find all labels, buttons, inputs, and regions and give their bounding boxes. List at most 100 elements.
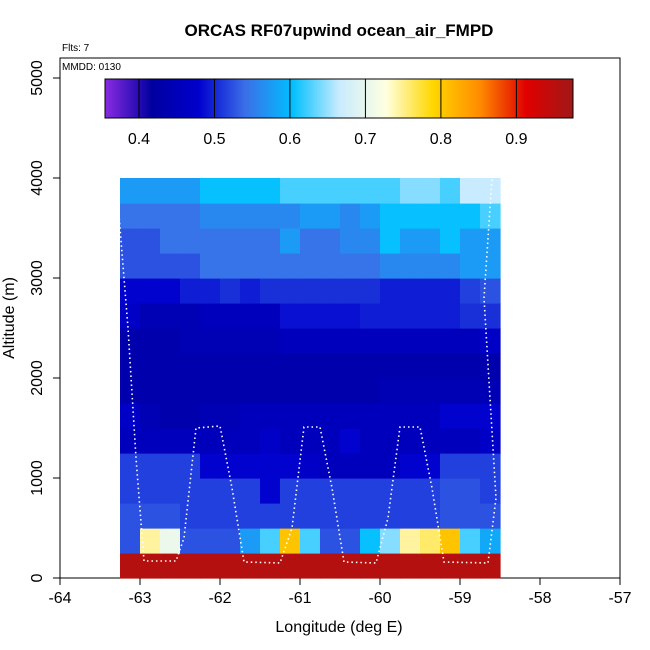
heatmap-cell (440, 503, 461, 529)
heatmap-cell (420, 353, 441, 379)
heatmap-cell (400, 203, 421, 229)
heatmap-cell (460, 228, 481, 254)
heatmap-cell (360, 428, 381, 454)
heatmap-cell (460, 528, 481, 554)
heatmap-cell (420, 228, 441, 254)
heatmap-cell (240, 253, 261, 279)
heatmap-cell (320, 353, 341, 379)
heatmap-cell (160, 253, 181, 279)
x-tick-label: -60 (368, 590, 391, 607)
heatmap-cell (160, 378, 181, 404)
heatmap-cell (120, 453, 141, 479)
heatmap-cell (480, 403, 501, 429)
heatmap-cell (480, 428, 501, 454)
colorbar (104, 78, 574, 119)
heatmap-cell (460, 253, 481, 279)
heatmap-cell (180, 528, 201, 554)
y-tick-label: 3000 (29, 260, 46, 296)
heatmap-cell (160, 403, 181, 429)
x-tick-label: -59 (448, 590, 471, 607)
heatmap-cell (440, 453, 461, 479)
heatmap-cell (420, 278, 441, 304)
heatmap-cell (140, 278, 161, 304)
heatmap-cell (360, 503, 381, 529)
heatmap-cell (460, 403, 481, 429)
heatmap-cell (280, 478, 301, 504)
heatmap-cell (380, 203, 401, 229)
heatmap-cell (300, 203, 321, 229)
y-tick-label: 0 (29, 573, 46, 582)
heatmap-cell (380, 428, 401, 454)
y-axis-ticks: 0 1000 2000 3000 4000 5000 (29, 60, 60, 582)
heatmap-cell (460, 478, 481, 504)
heatmap-cell (300, 228, 321, 254)
heatmap-cell (400, 378, 421, 404)
heatmap-cell (180, 178, 201, 204)
colorbar-tick-label: 0.7 (354, 131, 376, 148)
heatmap-cell (220, 278, 241, 304)
heatmap-cell (140, 453, 161, 479)
heatmap-cell (360, 553, 381, 579)
heatmap-cell (460, 178, 481, 204)
heatmap-cell (280, 178, 301, 204)
heatmap-cell (180, 353, 201, 379)
y-axis-label: Altitude (m) (1, 277, 18, 359)
heatmap-cell (120, 328, 141, 354)
heatmap-cell (240, 428, 261, 454)
heatmap-cell (280, 378, 301, 404)
heatmap-cell (340, 353, 361, 379)
heatmap-cell (140, 253, 161, 279)
heatmap-cell (400, 353, 421, 379)
heatmap-cell (260, 503, 281, 529)
heatmap-cell (320, 203, 341, 229)
heatmap-cell (280, 253, 301, 279)
heatmap-cell (260, 378, 281, 404)
y-tick-label: 1000 (29, 460, 46, 496)
heatmap-cell (220, 228, 241, 254)
colorbar-tick-label: 0.6 (279, 131, 301, 148)
heatmap-cell (440, 328, 461, 354)
heatmap-cell (400, 303, 421, 329)
heatmap-cell (300, 478, 321, 504)
heatmap-cell (140, 528, 161, 554)
heatmap-cell (340, 328, 361, 354)
heatmap-cell (440, 303, 461, 329)
heatmap-cell (380, 253, 401, 279)
heatmap-cell (120, 303, 141, 329)
heatmap-cell (120, 403, 141, 429)
heatmap-cell (480, 278, 501, 304)
heatmap-cell (160, 553, 181, 579)
heatmap-cell (140, 353, 161, 379)
heatmap-cell (200, 228, 221, 254)
heatmap-cell (320, 328, 341, 354)
heatmap-cell (400, 503, 421, 529)
heatmap-cell (160, 328, 181, 354)
heatmap-cell (340, 378, 361, 404)
heatmap-cell (180, 403, 201, 429)
heatmap-cell (380, 503, 401, 529)
y-tick-label: 2000 (29, 360, 46, 396)
heatmap-cell (480, 303, 501, 329)
heatmap-cell (420, 528, 441, 554)
heatmap-cell (240, 478, 261, 504)
heatmap-cell (220, 303, 241, 329)
heatmap-cell (460, 353, 481, 379)
heatmap-cell (160, 203, 181, 229)
heatmap-cell (300, 178, 321, 204)
heatmap-cell (360, 328, 381, 354)
heatmap-cell (280, 553, 301, 579)
heatmap-cell (400, 328, 421, 354)
heatmap-cell (400, 553, 421, 579)
heatmap-cell (240, 503, 261, 529)
heatmap-cell (340, 203, 361, 229)
heatmap-cell (200, 478, 221, 504)
heatmap-cell (440, 403, 461, 429)
heatmap-cell (240, 353, 261, 379)
heatmap-cell (460, 378, 481, 404)
heatmap-cell (280, 453, 301, 479)
heatmap-cell (480, 478, 501, 504)
heatmap-cell (480, 328, 501, 354)
heatmap-cell (160, 528, 181, 554)
heatmap-cell (240, 178, 261, 204)
colorbar-tick-label: 0.4 (128, 131, 150, 148)
